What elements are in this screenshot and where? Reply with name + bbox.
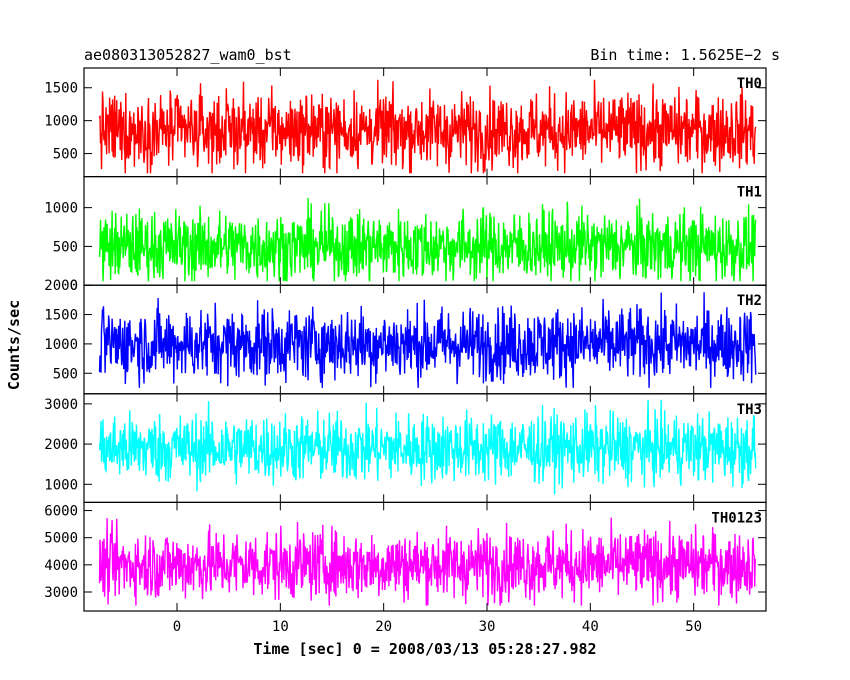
- panel-label-th3: TH3: [737, 402, 762, 418]
- y-tick-label: 1500: [44, 308, 78, 324]
- y-tick-label: 500: [53, 147, 78, 163]
- y-tick-label: 3000: [44, 397, 78, 413]
- y-tick-label: 500: [53, 366, 78, 382]
- panel-label-th1: TH1: [737, 185, 762, 201]
- panel-label-th0: TH0: [737, 76, 762, 92]
- bin-time-label: Bin time: 1.5625E−2 s: [590, 46, 780, 64]
- panel-frame-th0123: [83, 501, 767, 612]
- y-tick-label: 2000: [44, 278, 78, 294]
- y-tick-label: 3000: [44, 585, 78, 601]
- y-tick-label: 0: [70, 278, 78, 294]
- y-tick-label: 1000: [44, 477, 78, 493]
- y-tick-label: 1000: [44, 337, 78, 353]
- y-tick-label: 1000: [44, 114, 78, 130]
- y-tick-label: 6000: [44, 504, 78, 520]
- chart-title: ae080313052827_wam0_bst: [84, 46, 292, 64]
- x-tick-label: 10: [272, 619, 289, 635]
- x-tick-label: 30: [479, 619, 496, 635]
- y-tick-label: 5000: [44, 531, 78, 547]
- series-th1: [98, 197, 757, 282]
- panel-label-th2: TH2: [737, 293, 762, 309]
- y-axis-label: Counts/sec: [5, 299, 23, 391]
- y-tick-label: 1500: [44, 81, 78, 97]
- x-tick-label: 50: [685, 619, 702, 635]
- x-tick-label: 20: [375, 619, 392, 635]
- y-tick-label: 4000: [44, 558, 78, 574]
- series-th3: [98, 399, 757, 495]
- x-axis-label: Time [sec] 0 = 2008/03/13 05:28:27.982: [253, 640, 597, 658]
- series-th2: [98, 292, 757, 388]
- x-tick-label: 0: [173, 619, 181, 635]
- series-th0: [98, 79, 757, 174]
- panel-label-th0123: TH0123: [711, 510, 762, 526]
- y-tick-label: 2000: [44, 437, 78, 453]
- y-tick-label: 1000: [44, 201, 78, 217]
- x-tick-label: 40: [582, 619, 599, 635]
- y-tick-label: 500: [53, 239, 78, 255]
- series-th0123: [98, 517, 756, 606]
